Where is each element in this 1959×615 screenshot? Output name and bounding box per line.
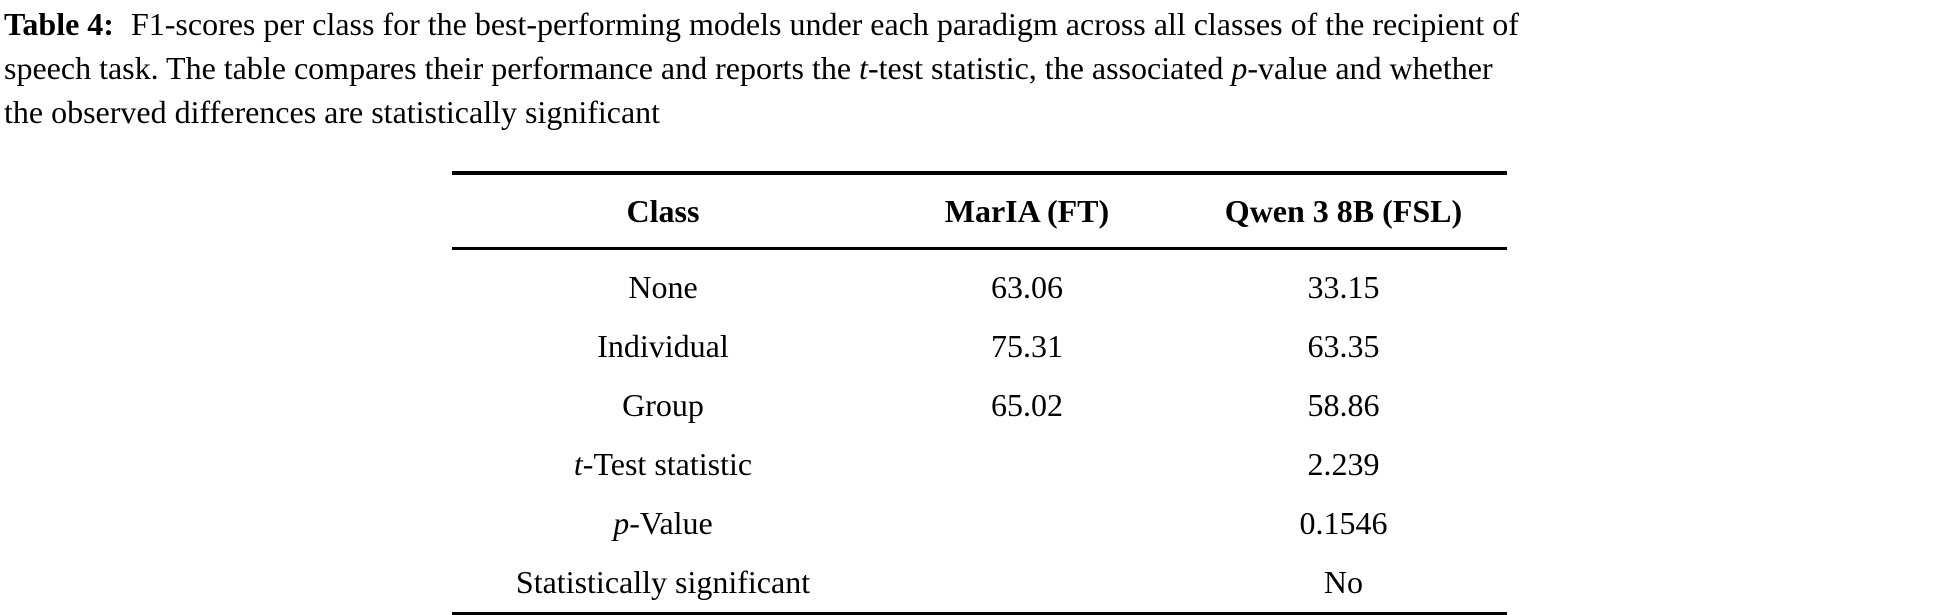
class-label: Group — [622, 387, 704, 423]
maria-cell: 75.31 — [990, 328, 1063, 364]
caption-line-3: the observed differences are statistical… — [4, 90, 1955, 134]
caption-line-2: speech task. The table compares their pe… — [4, 46, 1955, 90]
table-container: Class MarIA (FT) Qwen 3 8B (FSL) None 63… — [452, 171, 1507, 615]
header-row: Class MarIA (FT) Qwen 3 8B (FSL) — [452, 173, 1507, 250]
qwen-cell: 58.86 — [1307, 387, 1380, 423]
col-header-maria: MarIA (FT) — [874, 173, 1180, 250]
class-label-italic: t — [573, 446, 583, 482]
qwen-cell: 33.15 — [1307, 269, 1380, 305]
table-row: p-Value 0.1546 — [452, 494, 1507, 553]
caption-text-3: the observed differences are statistical… — [4, 94, 661, 130]
class-label: Individual — [597, 328, 729, 364]
qwen-cell: 63.35 — [1307, 328, 1380, 364]
class-cell: Group — [452, 376, 874, 435]
maria-cell: 63.06 — [990, 269, 1063, 305]
maria-cell — [874, 494, 1180, 553]
caption-italic-p: p — [1231, 50, 1248, 86]
caption-italic-t: t — [859, 50, 868, 86]
caption-text-1: F1-scores per class for the best-perform… — [130, 6, 1519, 42]
class-cell: Individual — [452, 317, 874, 376]
caption-table-number: Table 4: — [4, 6, 114, 42]
class-cell: Statistically significant — [452, 553, 874, 614]
class-label: -Test statistic — [582, 446, 753, 482]
qwen-cell: 2.239 — [1307, 446, 1380, 482]
class-cell: None — [452, 249, 874, 318]
table-caption: Table 4: F1-scores per class for the bes… — [0, 0, 1959, 134]
caption-text-2b: -test statistic, the associated — [867, 50, 1232, 86]
class-cell: t-Test statistic — [452, 435, 874, 494]
class-label: -Value — [629, 505, 713, 541]
class-label: Statistically significant — [515, 564, 811, 600]
table-row: Statistically significant No — [452, 553, 1507, 614]
qwen-cell: 0.1546 — [1299, 505, 1388, 541]
caption-text-2c: -value and whether — [1247, 50, 1493, 86]
maria-cell — [874, 435, 1180, 494]
col-header-qwen: Qwen 3 8B (FSL) — [1179, 173, 1507, 250]
table-row: None 63.06 33.15 — [452, 249, 1507, 318]
class-cell: p-Value — [452, 494, 874, 553]
results-table: Class MarIA (FT) Qwen 3 8B (FSL) None 63… — [452, 171, 1507, 615]
table-row: Group 65.02 58.86 — [452, 376, 1507, 435]
maria-cell — [874, 553, 1180, 614]
col-header-class: Class — [452, 173, 874, 250]
table-row: t-Test statistic 2.239 — [452, 435, 1507, 494]
maria-cell: 65.02 — [990, 387, 1063, 423]
class-label: None — [628, 269, 698, 305]
table-row: Individual 75.31 63.35 — [452, 317, 1507, 376]
class-label-italic: p — [613, 505, 630, 541]
caption-text-2a: speech task. The table compares their pe… — [4, 50, 860, 86]
caption-line-1: Table 4: F1-scores per class for the bes… — [4, 2, 1955, 46]
qwen-cell: No — [1323, 564, 1364, 600]
